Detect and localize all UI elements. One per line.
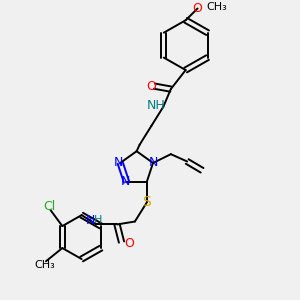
Text: N: N xyxy=(85,214,95,226)
Text: S: S xyxy=(142,196,151,209)
Text: CH₃: CH₃ xyxy=(206,2,227,12)
Text: NH: NH xyxy=(147,99,165,112)
Text: O: O xyxy=(124,237,134,250)
Text: N: N xyxy=(148,157,158,169)
Text: N: N xyxy=(120,176,130,188)
Text: CH₃: CH₃ xyxy=(34,260,55,270)
Text: H: H xyxy=(94,215,102,225)
Text: O: O xyxy=(193,2,202,15)
Text: N: N xyxy=(114,157,123,169)
Text: O: O xyxy=(146,80,156,93)
Text: Cl: Cl xyxy=(43,200,55,213)
